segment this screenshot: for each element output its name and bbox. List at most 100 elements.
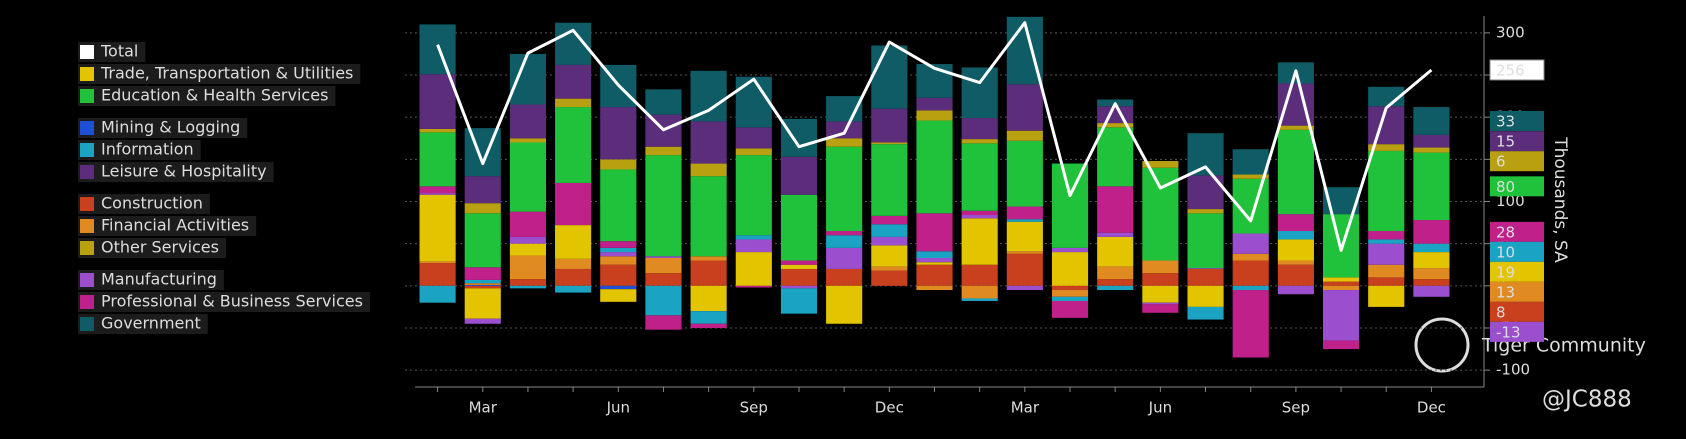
legend-bg — [78, 314, 208, 334]
legend-swatch — [80, 165, 94, 179]
bar-segment — [600, 107, 637, 160]
legend-swatch — [80, 45, 94, 59]
bar-segment — [1051, 290, 1089, 297]
total-line — [436, 21, 1433, 252]
bar-segment — [1322, 285, 1360, 291]
bar-segment — [871, 142, 908, 145]
end-badge-label: 8 — [1496, 303, 1506, 321]
bar-segment — [645, 146, 682, 156]
end-badge-label: 10 — [1496, 243, 1515, 261]
bar-segment — [645, 273, 682, 286]
bar-segment — [1006, 221, 1043, 252]
bar-segment — [645, 89, 682, 115]
bar-segment — [645, 256, 682, 258]
bar-segment — [600, 256, 637, 265]
bar-segment — [1277, 264, 1314, 286]
bar-segment — [735, 155, 772, 236]
bar-segment — [555, 64, 592, 99]
bar-segment — [419, 285, 456, 303]
bar-segment — [780, 156, 818, 195]
bar-segment — [961, 139, 998, 144]
y-tick-label: 300 — [1496, 23, 1525, 41]
legend-bg — [78, 270, 224, 290]
bar-segment — [1142, 285, 1179, 303]
bar-segment — [1051, 300, 1089, 318]
bar-segment — [464, 283, 501, 285]
bar-segment — [871, 224, 908, 237]
legend-swatch — [80, 143, 94, 157]
bar-segment — [916, 285, 953, 291]
bar-segment — [1368, 285, 1405, 307]
bar-segment — [916, 264, 953, 286]
legend-label: Trade, Transportation & Utilities — [100, 64, 353, 83]
bar-segment — [1006, 84, 1043, 131]
end-badge — [1490, 281, 1544, 302]
bar-segment — [735, 252, 772, 286]
x-tick-label: Mar — [1011, 399, 1040, 417]
bar-segment — [1277, 260, 1314, 265]
bar-segment — [555, 225, 592, 259]
bar-segment — [780, 194, 818, 261]
bar-segment — [961, 210, 998, 215]
bar-segment — [509, 285, 547, 289]
bar-segment — [600, 241, 637, 248]
bar-segment — [464, 267, 501, 280]
bar-segment — [1322, 281, 1360, 286]
bar-segment — [555, 258, 592, 269]
bar-segment — [419, 261, 456, 264]
legend-swatch — [80, 219, 94, 233]
bar-segment — [600, 159, 637, 170]
end-badge-label: 6 — [1496, 153, 1506, 171]
bar-segment — [871, 236, 908, 246]
bar-segment — [826, 138, 863, 147]
end-badge-label: 28 — [1496, 223, 1515, 241]
bar-segment — [826, 231, 863, 236]
bar-segment — [1097, 186, 1134, 233]
bar-segment — [555, 107, 592, 183]
bar-segment — [1368, 277, 1405, 286]
bar-segment — [464, 288, 501, 319]
bar-segment — [509, 142, 547, 212]
bar-segment — [1232, 174, 1269, 179]
bar-segment — [419, 128, 456, 133]
bar-segment — [645, 315, 682, 330]
bar-segment — [1413, 147, 1450, 153]
bar-segment — [600, 247, 637, 253]
end-badge-label: -13 — [1496, 323, 1521, 341]
end-badge — [1490, 151, 1544, 172]
bar-segment — [826, 235, 863, 248]
bar-segment — [419, 74, 456, 129]
legend-label: Government — [101, 314, 201, 333]
bar-segment — [600, 285, 637, 290]
legend-bg — [78, 238, 226, 258]
bar-segment — [509, 279, 547, 286]
legend-swatch — [80, 89, 94, 103]
bar-segment — [464, 285, 501, 289]
end-badge-label: 80 — [1496, 178, 1515, 196]
bar-segment — [916, 257, 953, 263]
bar-segment — [1097, 127, 1134, 187]
bar-segment — [1413, 279, 1450, 286]
end-badge — [1490, 221, 1544, 242]
legend-label: Total — [100, 42, 138, 61]
bar-segment — [509, 53, 547, 105]
bar-segment — [961, 214, 998, 219]
bar-segment — [1232, 290, 1269, 358]
bar-segment — [464, 279, 501, 284]
bar-segment — [1142, 161, 1179, 168]
bar-segment — [509, 236, 547, 244]
bar-segment — [871, 245, 908, 267]
bar-segment — [1413, 252, 1450, 269]
legend-label: Leisure & Hospitality — [101, 162, 267, 181]
bar-segment — [780, 260, 818, 265]
bar-segment — [826, 285, 863, 324]
bar-segment — [1277, 239, 1314, 261]
end-badge-label: 13 — [1496, 283, 1515, 301]
x-tick-label: Sep — [740, 399, 768, 417]
end-badge — [1489, 59, 1545, 81]
bar-segment — [1006, 130, 1043, 141]
bar-segment — [780, 118, 818, 157]
bar-segment — [600, 252, 637, 257]
legend-bg — [78, 118, 248, 138]
bar-segment — [690, 260, 727, 286]
